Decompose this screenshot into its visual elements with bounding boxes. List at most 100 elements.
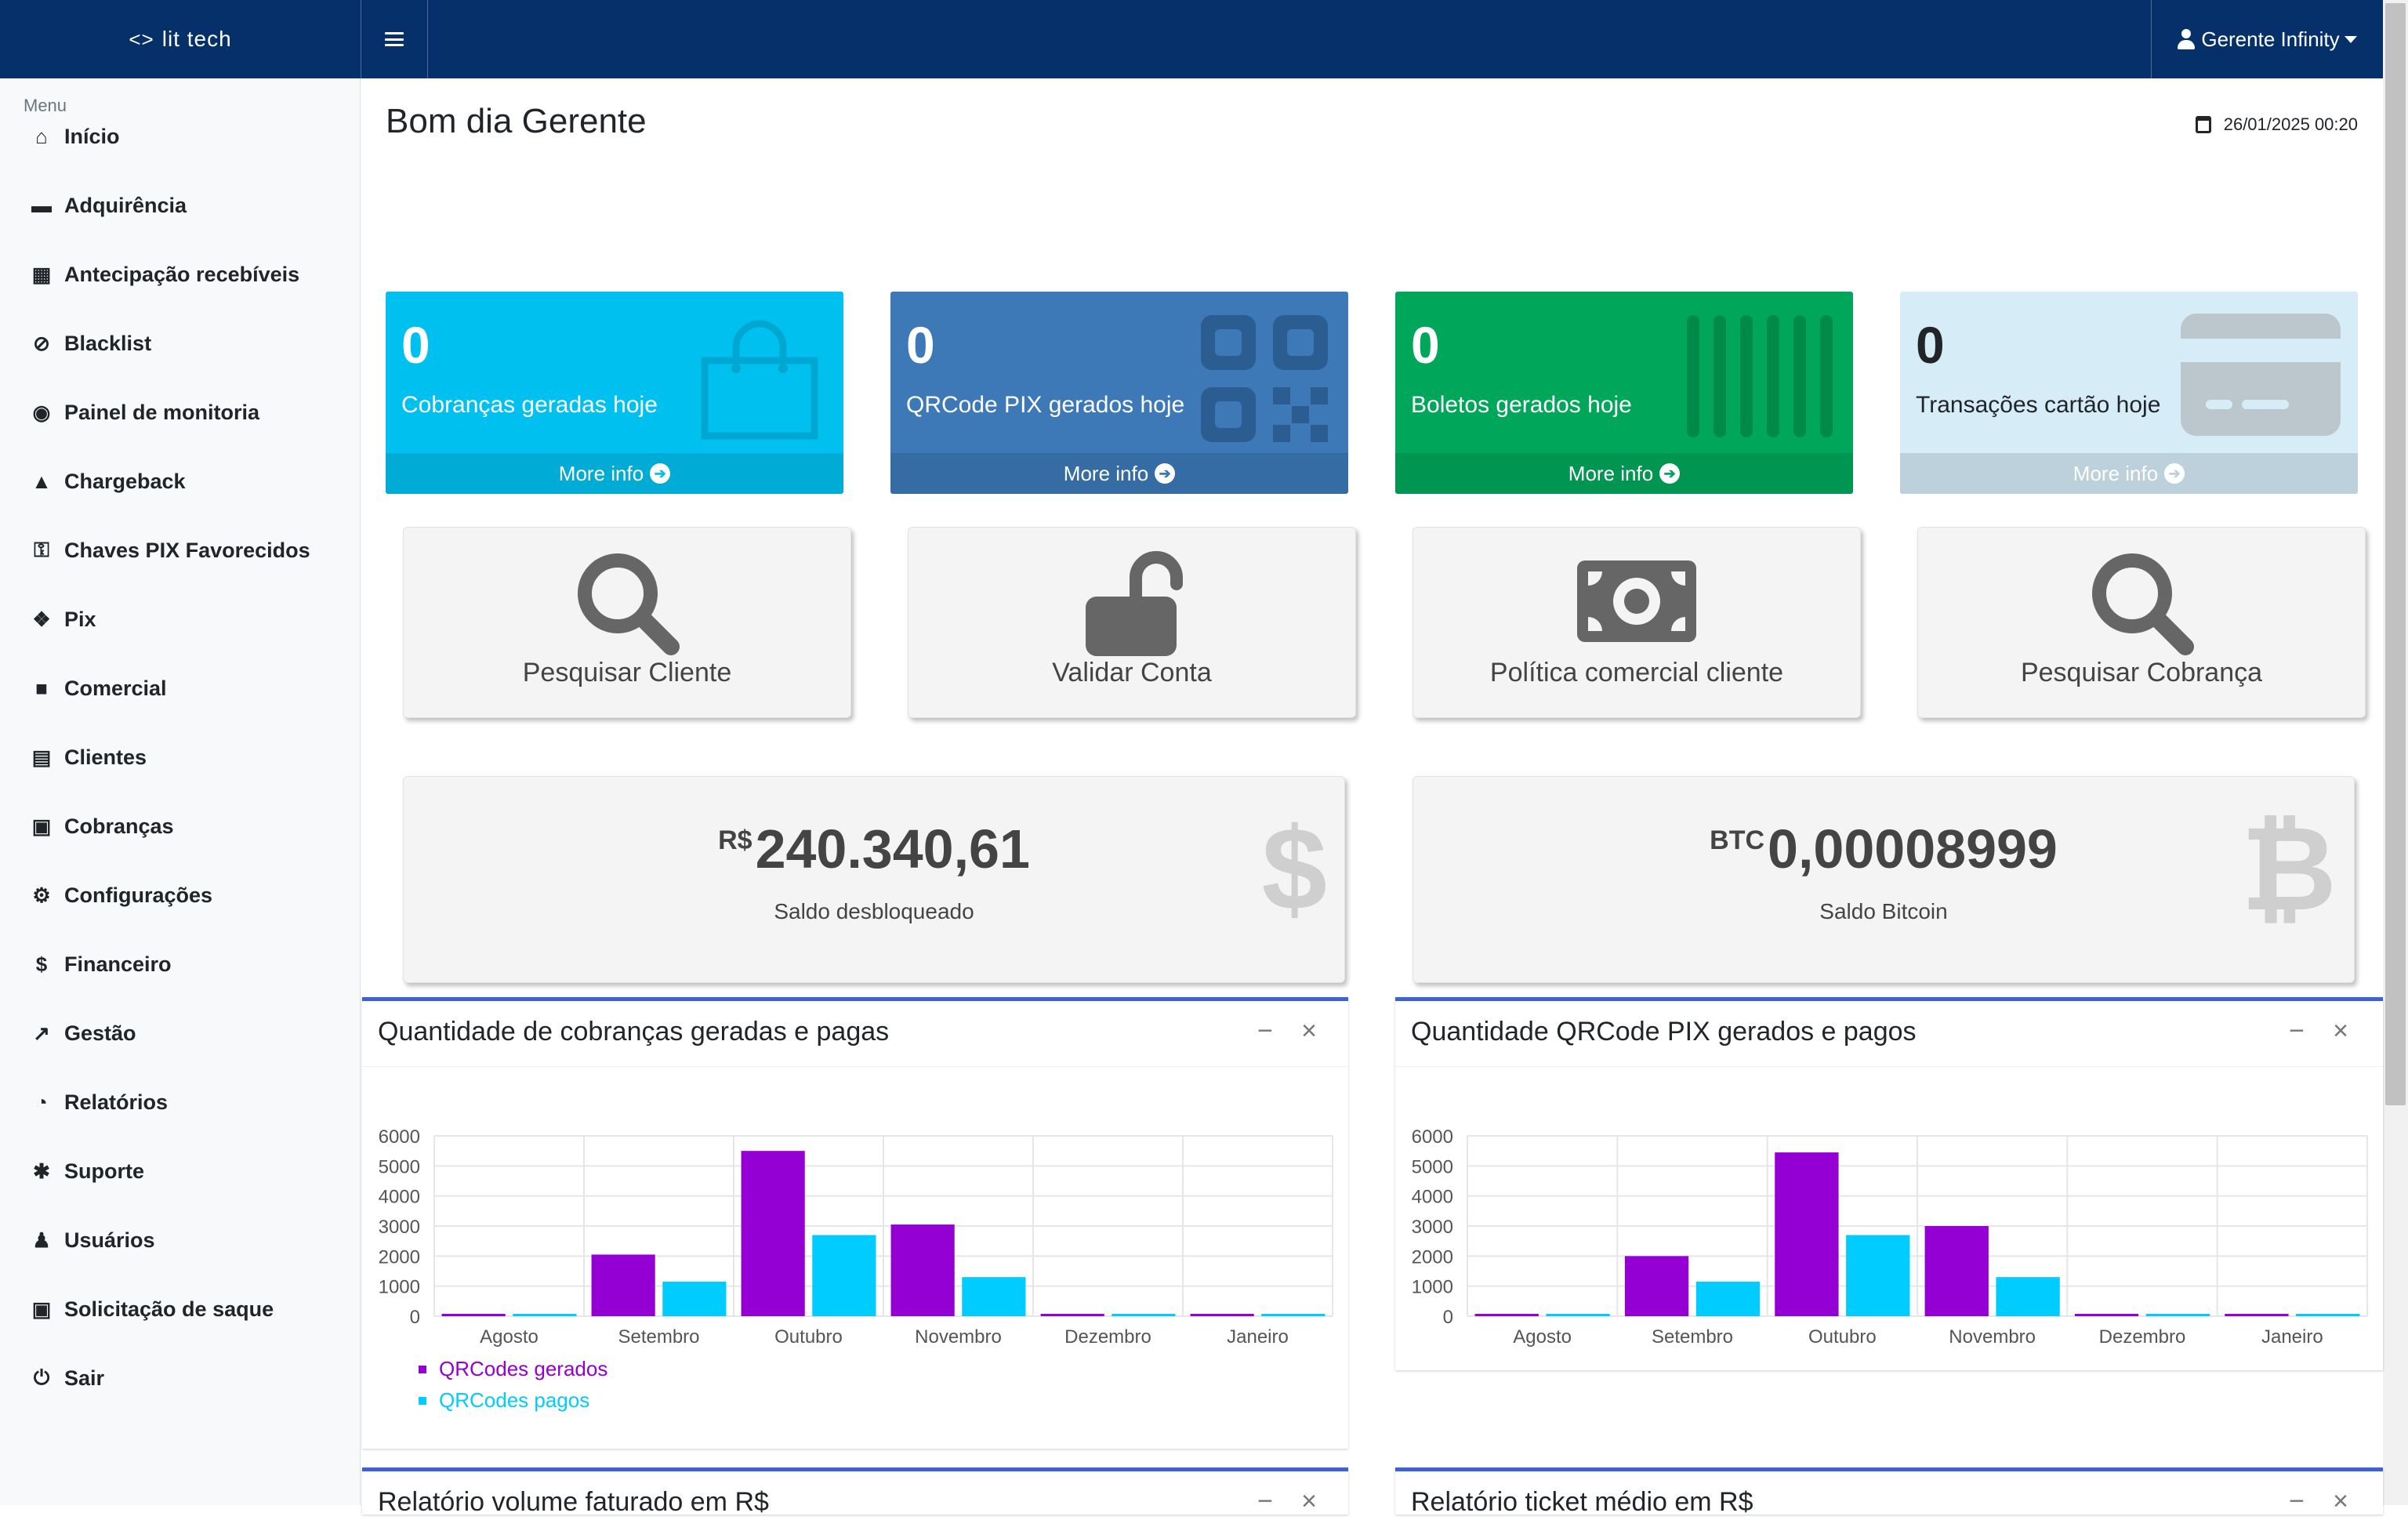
bar bbox=[1190, 1314, 1254, 1316]
sidebar-item-label: Sair bbox=[64, 1366, 105, 1390]
sidebar-item-icon: ◉ bbox=[32, 400, 51, 424]
close-icon[interactable]: × bbox=[2333, 1015, 2348, 1046]
bar bbox=[812, 1235, 876, 1316]
sidebar-item-cobran-as[interactable]: ▣ Cobranças bbox=[0, 792, 361, 861]
y-tick-label: 5000 bbox=[1412, 1156, 1453, 1177]
shopping-bag-icon bbox=[693, 312, 826, 449]
close-icon[interactable]: × bbox=[1301, 1486, 1317, 1516]
datetime-text: 26/01/2025 00:20 bbox=[2223, 114, 2358, 134]
sidebar-item-icon: ▤ bbox=[31, 745, 52, 769]
search-icon bbox=[404, 548, 850, 655]
bar bbox=[741, 1151, 805, 1316]
action-label: Validar Conta bbox=[1052, 658, 1212, 687]
arrow-circle-right-icon: ➔ bbox=[1155, 463, 1176, 484]
more-info-link[interactable]: More info ➔ bbox=[890, 453, 1348, 494]
sidebar-item-label: Financeiro bbox=[64, 952, 172, 976]
bar-chart: 0 1000 2000 3000 4000 5000 6000 Agosto Setembro O… bbox=[1412, 1126, 2368, 1348]
y-tick-label: 1000 bbox=[1412, 1277, 1453, 1298]
sidebar-item-chaves-pix-favorecidos[interactable]: ⚿ Chaves PIX Favorecidos bbox=[0, 516, 361, 585]
sidebar-item-financeiro[interactable]: $ Financeiro bbox=[0, 930, 361, 999]
balance-label: Saldo desbloqueado bbox=[774, 899, 974, 923]
commercial-policy-button[interactable]: Política comercial cliente bbox=[1413, 527, 1861, 718]
x-tick-label: Novembro bbox=[915, 1326, 1002, 1348]
sidebar-item-pix[interactable]: ❖ Pix bbox=[0, 585, 361, 654]
sidebar-item-icon: ▲ bbox=[31, 469, 52, 493]
sidebar-item-label: Configurações bbox=[64, 883, 213, 907]
x-tick-label: Dezembro bbox=[1064, 1326, 1151, 1348]
sidebar-item-label: Suporte bbox=[64, 1159, 145, 1183]
qrcode-icon bbox=[1198, 312, 1331, 449]
sidebar-item-icon: ■ bbox=[35, 676, 48, 700]
currency-symbol: R$ bbox=[718, 825, 752, 855]
brand-logo[interactable]: <> lit tech bbox=[0, 0, 361, 78]
minimize-icon[interactable]: − bbox=[1257, 1015, 1273, 1046]
sidebar-item-icon: ▬ bbox=[31, 193, 52, 217]
sidebar-item-adquir-ncia[interactable]: ▬ Adquirência bbox=[0, 171, 361, 240]
sidebar-item-solicita-o-de-saque[interactable]: ▣ Solicitação de saque bbox=[0, 1275, 361, 1344]
sidebar-item-blacklist[interactable]: ⊘ Blacklist bbox=[0, 309, 361, 378]
sidebar-item-comercial[interactable]: ■ Comercial bbox=[0, 654, 361, 723]
minimize-icon[interactable]: − bbox=[2289, 1486, 2305, 1516]
currency-symbol: BTC bbox=[1710, 825, 1765, 855]
balance-value: R$240.340,61 bbox=[718, 818, 1030, 880]
page-scrollbar-thumb[interactable] bbox=[2385, 3, 2406, 1105]
balance-value: BTC0,00008999 bbox=[1710, 818, 2058, 880]
stat-value: 0 bbox=[906, 316, 935, 374]
sidebar-item-suporte[interactable]: ✱ Suporte bbox=[0, 1137, 361, 1206]
bar bbox=[662, 1281, 727, 1316]
close-icon[interactable]: × bbox=[2333, 1486, 2348, 1516]
bar bbox=[1261, 1314, 1325, 1316]
y-tick-label: 3000 bbox=[379, 1217, 420, 1238]
y-tick-label: 1000 bbox=[379, 1277, 420, 1298]
y-tick-label: 5000 bbox=[379, 1156, 420, 1177]
y-tick-label: 4000 bbox=[1412, 1187, 1453, 1208]
bar bbox=[1474, 1314, 1539, 1316]
sidebar-item-label: Solicitação de saque bbox=[64, 1297, 274, 1321]
sidebar-item-chargeback[interactable]: ▲ Chargeback bbox=[0, 447, 361, 516]
y-tick-label: 6000 bbox=[1412, 1126, 1453, 1148]
unlock-icon bbox=[908, 548, 1355, 656]
sidebar-item-relat-rios[interactable]: ◔ Relatórios bbox=[0, 1068, 361, 1137]
search-charge-button[interactable]: Pesquisar Cobrança bbox=[1917, 527, 2366, 718]
search-client-button[interactable]: Pesquisar Cliente bbox=[403, 527, 851, 718]
bar bbox=[890, 1224, 955, 1316]
more-info-link[interactable]: More info ➔ bbox=[386, 453, 843, 494]
more-info-link[interactable]: More info ➔ bbox=[1900, 453, 2358, 494]
minimize-icon[interactable]: − bbox=[1257, 1486, 1273, 1516]
sidebar-item-painel-de-monitoria[interactable]: ◉ Painel de monitoria bbox=[0, 378, 361, 447]
stat-label: Boletos gerados hoje bbox=[1411, 392, 1632, 418]
validate-account-button[interactable]: Validar Conta bbox=[908, 527, 1356, 718]
chart-header: Quantidade de cobranças geradas e pagas … bbox=[362, 1001, 1348, 1067]
stat-box-cobrancas: 0 Cobranças geradas hoje More info ➔ bbox=[386, 292, 843, 494]
sidebar-item-label: Antecipação recebíveis bbox=[64, 262, 300, 286]
sidebar-item-usu-rios[interactable]: ♟ Usuários bbox=[0, 1206, 361, 1275]
bitcoin-icon: ₿ bbox=[2240, 803, 2337, 934]
sidebar-item-icon: ✱ bbox=[33, 1159, 50, 1183]
sidebar-toggle-button[interactable] bbox=[361, 0, 428, 78]
bar bbox=[1546, 1314, 1610, 1316]
y-tick-label: 4000 bbox=[379, 1187, 420, 1208]
sidebar: Menu ⌂ Início ▬ Adquirência ▦ Antecipação rec… bbox=[0, 78, 361, 1505]
sidebar-item-antecipa-o-receb-veis[interactable]: ▦ Antecipação recebíveis bbox=[0, 240, 361, 309]
bar bbox=[441, 1314, 506, 1316]
more-info-link[interactable]: More info ➔ bbox=[1395, 453, 1853, 494]
sidebar-item-icon: ↗ bbox=[33, 1021, 50, 1045]
bar bbox=[591, 1254, 655, 1316]
minimize-icon[interactable]: − bbox=[2289, 1015, 2305, 1046]
legend-item[interactable]: QRCodes gerados bbox=[419, 1357, 607, 1381]
stat-value: 0 bbox=[401, 316, 430, 374]
sidebar-item-label: Clientes bbox=[64, 745, 147, 769]
sidebar-item-gest-o[interactable]: ↗ Gestão bbox=[0, 999, 361, 1068]
user-menu-dropdown[interactable]: Gerente Infinity bbox=[2151, 0, 2383, 78]
balance-card-btc: BTC0,00008999 Saldo Bitcoin ₿ bbox=[1413, 776, 2355, 983]
legend-item[interactable]: QRCodes pagos bbox=[419, 1388, 589, 1413]
sidebar-item-configura-es[interactable]: ⚙ Configurações bbox=[0, 861, 361, 930]
sidebar-item-sair[interactable]: ⏻ Sair bbox=[0, 1344, 361, 1413]
sidebar-item-in-cio[interactable]: ⌂ Início bbox=[0, 102, 361, 171]
sidebar-item-label: Relatórios bbox=[64, 1090, 169, 1114]
sidebar-item-label: Início bbox=[64, 124, 120, 148]
sidebar-item-label: Comercial bbox=[64, 676, 167, 700]
sidebar-item-clientes[interactable]: ▤ Clientes bbox=[0, 723, 361, 792]
bar bbox=[1846, 1235, 1910, 1316]
close-icon[interactable]: × bbox=[1301, 1015, 1317, 1046]
